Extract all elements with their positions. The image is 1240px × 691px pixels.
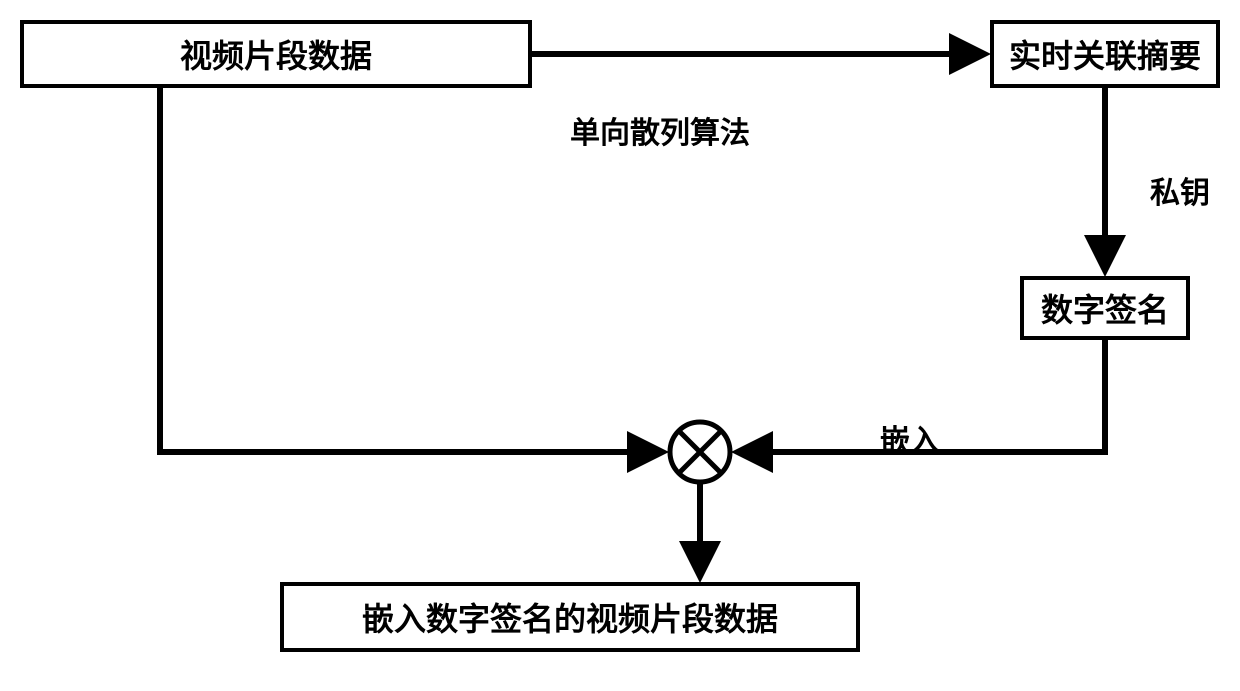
node-label: 视频片段数据 <box>180 31 372 77</box>
edge-label-private-key: 私钥 <box>1150 168 1210 212</box>
edge-label-embed: 嵌入 <box>880 416 940 460</box>
edge-label-hash-algorithm: 单向散列算法 <box>570 108 750 152</box>
node-rt-summary: 实时关联摘要 <box>990 20 1220 88</box>
node-digital-signature: 数字签名 <box>1020 276 1190 340</box>
node-label: 数字签名 <box>1041 285 1169 331</box>
node-video-data: 视频片段数据 <box>20 20 532 88</box>
node-label: 嵌入数字签名的视频片段数据 <box>362 594 778 640</box>
merge-node-icon <box>670 422 730 482</box>
node-label: 实时关联摘要 <box>1009 31 1201 77</box>
node-embedded-output: 嵌入数字签名的视频片段数据 <box>280 582 860 652</box>
